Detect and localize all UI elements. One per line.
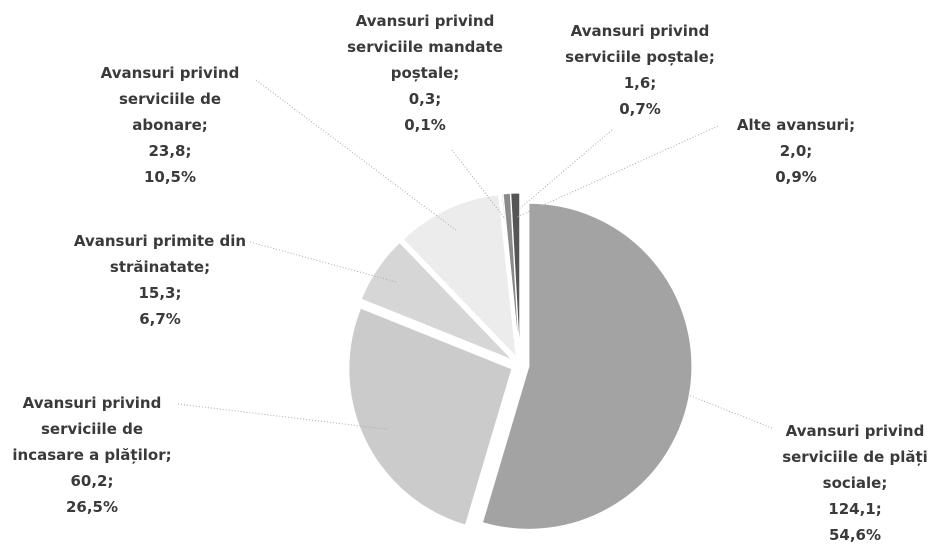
percent-label: 10,5% [143, 168, 197, 186]
value-label: 15,3 [65, 280, 255, 306]
slice-name: Avansuri privind serviciile de abonare [80, 60, 260, 138]
leader-line [508, 129, 613, 219]
percent-label: 0,9% [775, 168, 817, 186]
value-label: 124,1 [768, 496, 938, 522]
pie-slice [402, 194, 517, 359]
percent-label: 26,5% [65, 498, 119, 516]
percent-label: 0,1% [404, 116, 446, 134]
leader-line [515, 125, 719, 218]
slice-name: Avansuri privind serviciile mandate poșt… [330, 8, 520, 86]
leader-line [255, 79, 458, 232]
leader-line [665, 385, 773, 429]
value-label: 2,0 [721, 138, 871, 164]
percent-label: 0,7% [619, 100, 661, 118]
data-label: Avansuri privind serviciile poștale1,6 0,… [550, 18, 730, 122]
slice-name: Avansuri primite din străinatate [65, 228, 255, 280]
data-label: Avansuri primite din străinatate15,3 6,7% [65, 228, 255, 332]
value-label: 1,6 [550, 70, 730, 96]
slice-name: Avansuri privind serviciile poștale [550, 18, 730, 70]
data-label: Alte avansuri2,0 0,9% [721, 112, 871, 190]
data-label: Avansuri privind serviciile de plăți soc… [768, 418, 938, 548]
slice-name: Avansuri privind serviciile de incasare … [5, 390, 180, 468]
percent-label: 6,7% [139, 310, 181, 328]
slice-name: Alte avansuri [721, 112, 871, 138]
value-label: 0,3 [330, 86, 520, 112]
data-label: Avansuri privind serviciile mandate poșt… [330, 8, 520, 138]
value-label: 60,2 [5, 468, 180, 494]
value-label: 23,8 [80, 138, 260, 164]
leader-line [177, 403, 388, 430]
slice-name: Avansuri privind serviciile de plăți soc… [768, 418, 938, 496]
pie-slice [510, 192, 521, 357]
data-label: Avansuri privind serviciile de abonare23… [80, 60, 260, 190]
data-label: Avansuri privind serviciile de incasare … [5, 390, 180, 520]
pie-slice [348, 307, 513, 526]
percent-label: 54,6% [828, 526, 882, 544]
pie-slice [360, 241, 513, 361]
pie-slice [481, 202, 693, 530]
